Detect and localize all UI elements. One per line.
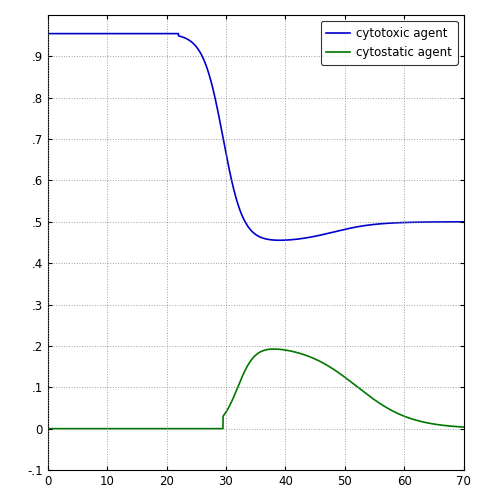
cytostatic agent xyxy=(271,346,277,352)
Line: cytotoxic agent: cytotoxic agent xyxy=(48,34,464,240)
cytostatic agent xyxy=(222,410,228,416)
Line: cytostatic agent: cytostatic agent xyxy=(48,349,464,428)
cytotoxic agent xyxy=(277,238,282,244)
cytotoxic agent xyxy=(92,30,98,36)
cytostatic agent xyxy=(205,426,210,432)
cytotoxic agent xyxy=(117,30,123,36)
cytotoxic agent xyxy=(461,219,467,225)
cytotoxic agent xyxy=(408,220,413,226)
cytostatic agent xyxy=(92,426,98,432)
cytotoxic agent xyxy=(453,219,458,225)
cytotoxic agent xyxy=(45,30,51,36)
cytostatic agent xyxy=(408,416,413,422)
cytotoxic agent xyxy=(222,146,228,152)
cytostatic agent xyxy=(45,426,51,432)
cytotoxic agent xyxy=(205,66,210,72)
cytostatic agent xyxy=(117,426,123,432)
cytostatic agent xyxy=(453,424,458,430)
Legend: cytotoxic agent, cytostatic agent: cytotoxic agent, cytostatic agent xyxy=(321,21,458,64)
cytostatic agent xyxy=(461,424,467,430)
